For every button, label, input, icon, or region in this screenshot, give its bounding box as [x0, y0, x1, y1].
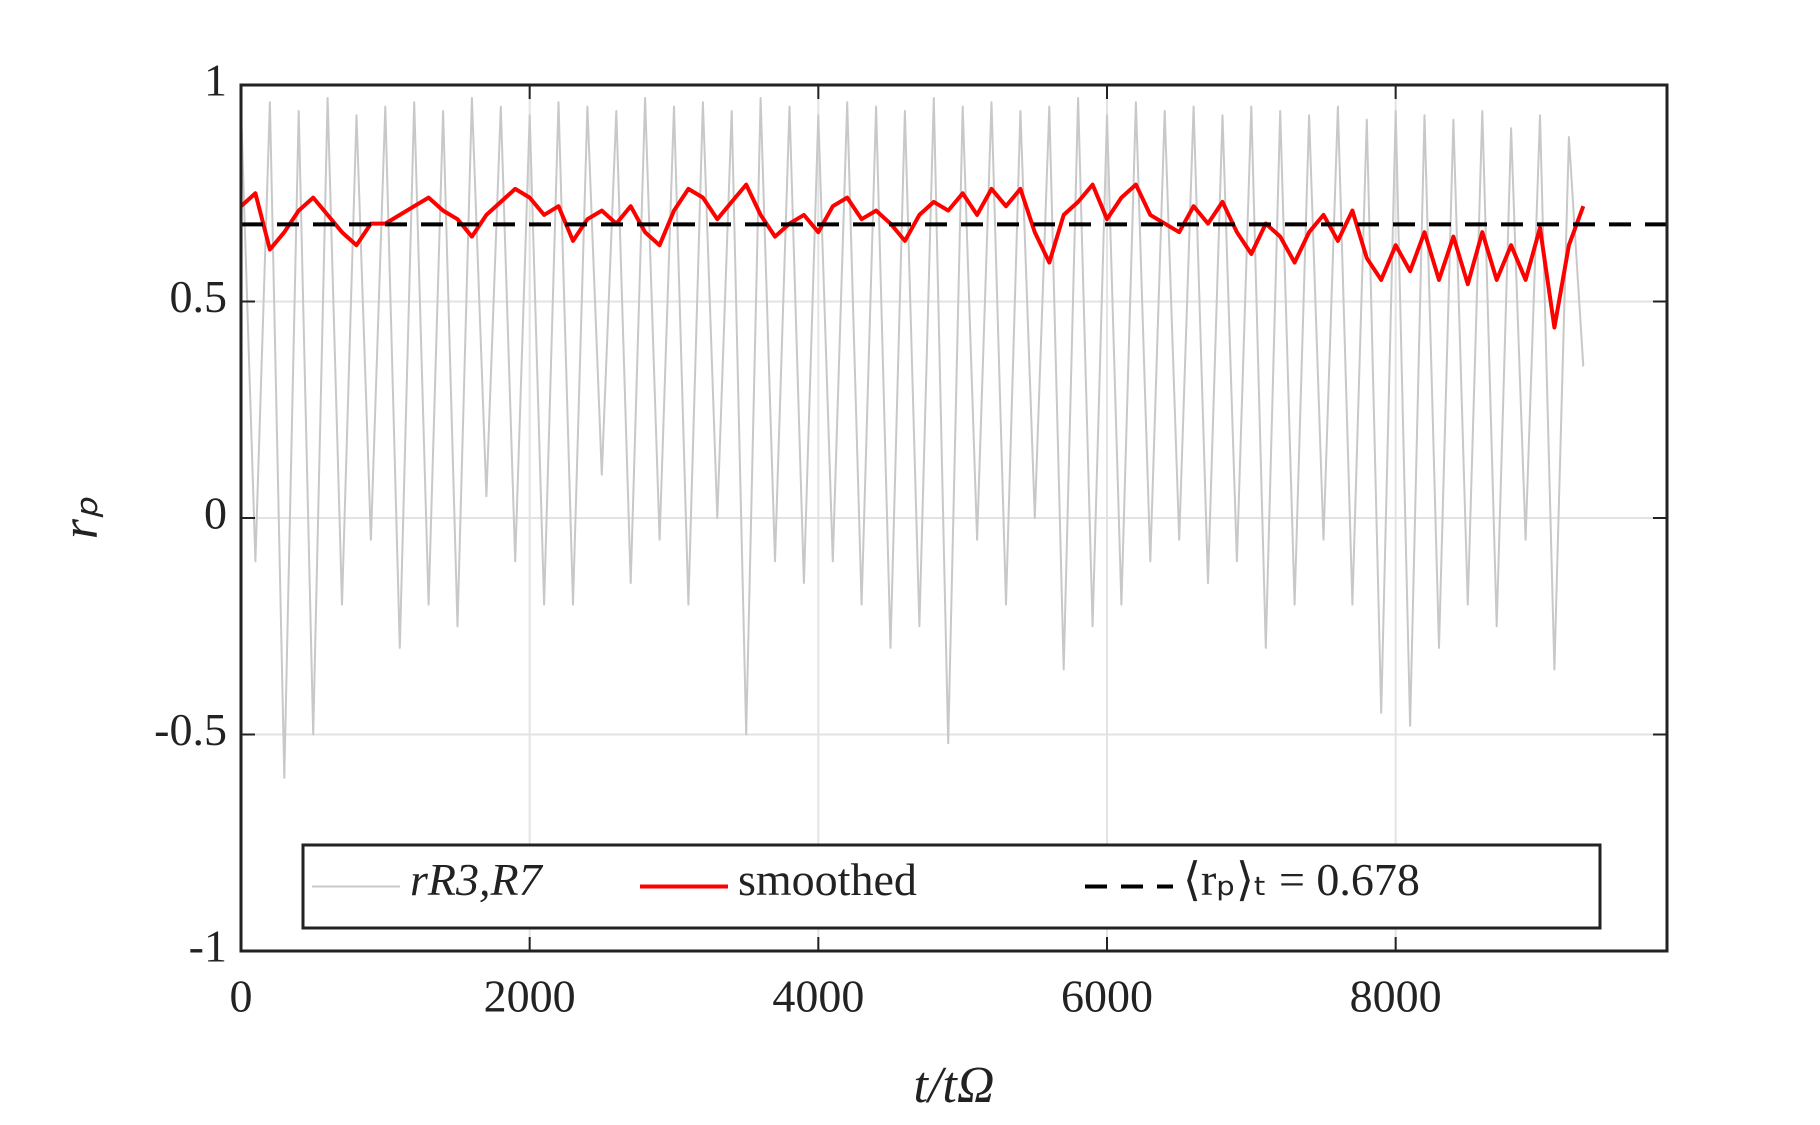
y-tick-label: -0.5: [154, 704, 227, 755]
data-line: [240, 97, 1585, 779]
y-tick-label: 0: [204, 488, 227, 539]
legend-label: rR3,R7: [410, 854, 544, 905]
x-tick-label: 6000: [1061, 971, 1153, 1022]
data-line: [239, 182, 1586, 330]
x-tick-label: 8000: [1350, 971, 1442, 1022]
y-tick-label: 0.5: [170, 271, 228, 322]
x-tick-label: 4000: [772, 971, 864, 1022]
plot-frame: [239, 83, 1669, 953]
legend-box: [301, 843, 1602, 930]
x-axis-label: t/tΩ: [914, 1057, 995, 1114]
x-tick-label: 2000: [484, 971, 576, 1022]
y-axis-label: rₚ: [52, 497, 109, 540]
legend-label: smoothed: [738, 854, 917, 905]
y-tick-label: 1: [204, 55, 227, 106]
legend-label: ⟨rₚ⟩ₜ = 0.678: [1183, 854, 1420, 905]
x-tick-label: 0: [230, 971, 253, 1022]
y-tick-label: -1: [189, 921, 227, 972]
